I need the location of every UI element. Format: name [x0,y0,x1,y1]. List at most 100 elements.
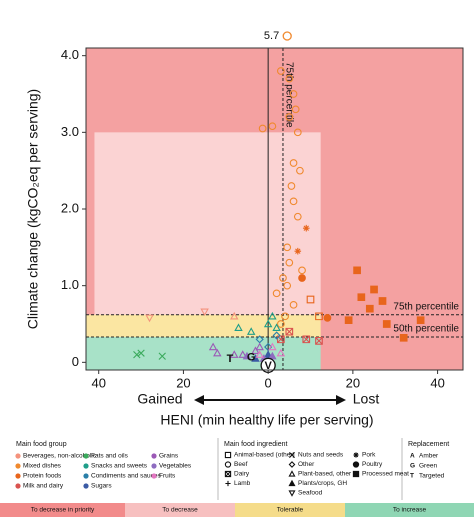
arrow-head [194,395,204,405]
marker [272,331,281,340]
legend-swatch [83,483,89,489]
legend-swatch [151,453,157,459]
legend-label: Plants/crops, GH [298,480,347,487]
plot: 75th percentile 75th percentile 50th perce… [86,48,463,374]
legend-swatch [83,473,89,479]
marker [272,323,281,332]
legend-swatch [15,473,21,479]
marker [285,258,294,267]
marker [263,350,273,358]
marker [289,452,295,458]
marker [258,124,267,133]
marker [365,304,374,313]
marker [370,285,378,294]
marker [230,350,239,358]
marker [281,312,289,321]
reference-label: 75th percentile [393,301,459,312]
marker [268,311,277,320]
marker [289,197,298,206]
marker [255,350,264,358]
marker [224,461,232,468]
annotation: T [227,353,234,365]
legend-label: Processed meat [362,471,409,478]
legend-swatch [151,473,157,479]
marker [353,266,361,275]
marker [291,105,300,114]
legend-swatch [15,463,21,469]
legend-label: Targeted [419,473,445,480]
outlier-label: 5.7 [264,30,279,42]
marker [133,350,141,359]
marker [283,243,292,252]
y-axis-label: Climate change (kgCO₂eq per serving) [25,89,41,329]
marker [289,159,298,167]
marker [306,295,315,304]
legend-label: Plant-based, other [298,471,352,478]
marker [234,323,243,332]
x-tick-label: 20 [176,375,190,390]
zone-legend-label: To decrease in priority [31,507,95,514]
marker [137,349,145,357]
marker [296,166,304,175]
marker [268,351,277,360]
legend-letter: G [410,463,415,470]
legend-swatch [151,463,157,469]
legend-label: Seafood [298,490,323,497]
marker [285,113,294,121]
legend-label: Fats and oils [91,453,129,460]
marker [416,316,425,325]
legend-letter: A [410,453,415,460]
marker [277,67,285,75]
legend-label: Sugars [91,483,112,490]
legend-label: Milk and dairy [23,483,64,490]
marker [353,452,359,458]
marker [277,320,285,328]
marker [288,479,296,487]
x-tick-label: 40 [91,375,105,390]
marker [293,212,302,221]
marker [246,327,256,335]
marker [158,352,166,360]
legend-label: Amber [419,453,439,460]
y-tick-label: 2.0 [61,200,79,215]
reference-label: 50th percentile [393,324,459,335]
y-tick-label: 4.0 [61,47,79,62]
y-tick-label: 1.0 [61,277,79,292]
marker [298,266,306,275]
legend-label: Other [298,461,315,468]
marker [302,224,310,232]
zone-legend [0,503,125,517]
marker [251,354,260,362]
marker [315,312,323,321]
marker [288,461,296,468]
marker [323,314,332,322]
marker [276,348,286,357]
legend-label: Dairy [234,471,250,478]
marker [242,351,252,360]
legend-swatch [83,453,89,459]
zone-legend-label: To decrease [162,507,198,514]
marker [200,308,209,317]
legend-label: Condiments and sauces [91,473,161,480]
marker [285,327,294,336]
marker [344,316,353,325]
legend-label: Green [419,463,437,470]
marker [225,480,231,487]
reference-label: 75th percentile [283,62,294,128]
legend-title: Main food ingredient [224,441,287,448]
lost-label: Lost [353,391,380,407]
zone [86,314,321,338]
y-tick-label: 3.0 [61,124,79,139]
marker [213,348,222,357]
legend: Beverages, non-alcoholic Mixed dishes Prot… [0,452,474,517]
x-tick-label: 0 [265,375,272,390]
legend-label: Protein foods [23,473,62,480]
marker [315,337,323,345]
legend-label: Beverages, non-alcoholic [23,453,97,460]
zone-legend [125,503,235,517]
y-tick-label: 0 [72,354,79,369]
marker [288,470,296,477]
legend-label: Lamb [234,480,251,487]
marker [293,128,302,137]
